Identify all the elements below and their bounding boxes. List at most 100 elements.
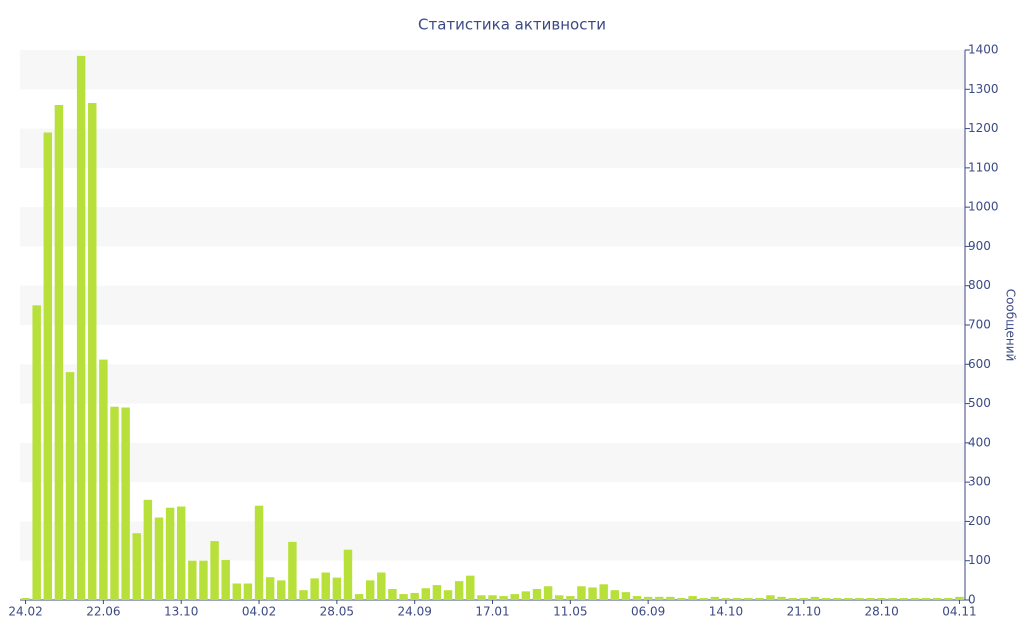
y-tick-label: 0	[968, 593, 976, 607]
bar	[310, 578, 319, 600]
bar	[410, 592, 419, 600]
x-tick-label: 28.05	[320, 605, 354, 619]
x-tick-label: 21.10	[787, 605, 821, 619]
bar	[110, 406, 119, 600]
bar	[643, 596, 653, 600]
bar	[844, 598, 853, 600]
bar	[688, 596, 697, 600]
bar	[944, 598, 953, 600]
grid-band	[20, 207, 965, 247]
bar	[899, 598, 909, 600]
bar	[699, 598, 708, 600]
x-tick-label: 04.11	[942, 605, 976, 619]
bar	[588, 587, 597, 600]
x-tick-label: 11.05	[553, 605, 587, 619]
x-tick-label: 14.10	[709, 605, 743, 619]
bar	[176, 506, 186, 600]
y-tick-label: 300	[968, 475, 991, 489]
bar	[99, 359, 108, 600]
bar	[188, 560, 197, 600]
bar	[621, 592, 631, 600]
bar	[677, 598, 686, 600]
bar	[277, 580, 286, 600]
y-tick-label: 200	[968, 514, 991, 528]
bar	[521, 591, 531, 600]
bar	[632, 596, 642, 600]
bar	[755, 598, 764, 600]
y-tick-label: 100	[968, 553, 991, 567]
bar	[577, 586, 586, 600]
y-tick-label: 400	[968, 435, 991, 449]
bar	[610, 590, 620, 600]
bar	[743, 598, 753, 600]
x-tick-label: 06.09	[631, 605, 665, 619]
bar	[354, 594, 364, 600]
bar	[777, 596, 786, 600]
bar	[32, 305, 41, 600]
bar	[332, 577, 342, 600]
bar	[655, 596, 664, 600]
bar	[788, 598, 797, 600]
bar	[199, 560, 208, 600]
bar	[832, 598, 842, 600]
bar	[265, 577, 275, 600]
y-tick-label: 800	[968, 278, 991, 292]
y-tick-label: 500	[968, 396, 991, 410]
bar	[566, 596, 575, 600]
bar	[254, 505, 264, 600]
bar	[732, 598, 742, 600]
bar	[43, 132, 53, 600]
bar	[554, 595, 564, 600]
bar	[477, 595, 486, 600]
bar	[121, 407, 130, 600]
bar	[821, 598, 831, 600]
bar	[866, 598, 875, 600]
y-tick-label: 900	[968, 239, 991, 253]
grid-band	[20, 285, 965, 325]
y-tick-label: 1400	[968, 43, 999, 57]
bar	[421, 588, 431, 600]
y-tick-label: 1000	[968, 200, 999, 214]
bar	[443, 590, 453, 600]
bar	[799, 598, 809, 600]
bar	[388, 589, 397, 600]
bar	[910, 598, 920, 600]
bar	[132, 533, 141, 600]
x-tick-label: 13.10	[164, 605, 198, 619]
bar	[510, 594, 519, 600]
bar	[432, 585, 442, 600]
bar	[399, 594, 408, 600]
bar	[543, 586, 553, 600]
x-tick-label: 04.02	[242, 605, 276, 619]
y-tick-label: 1100	[968, 160, 999, 174]
bar	[21, 598, 30, 600]
bar	[299, 590, 308, 600]
bar	[88, 103, 97, 601]
x-tick-label: 22.06	[86, 605, 120, 619]
bar	[466, 575, 475, 600]
x-tick-label: 24.09	[397, 605, 431, 619]
bar	[599, 584, 608, 600]
bar	[321, 572, 330, 600]
bar	[766, 595, 775, 600]
bar	[499, 596, 508, 600]
grid-band	[20, 50, 965, 90]
bar	[365, 580, 375, 600]
bar	[810, 596, 820, 600]
bar	[532, 589, 542, 600]
x-tick-label: 17.01	[475, 605, 509, 619]
grid-band	[20, 128, 965, 168]
bar	[232, 583, 242, 600]
bar	[65, 372, 75, 600]
bar	[888, 598, 897, 600]
grid-band	[20, 442, 965, 483]
bar	[243, 583, 253, 600]
bar	[154, 517, 164, 600]
y-axis-label: Сообщений	[1004, 289, 1018, 362]
bar	[143, 499, 153, 600]
bar	[721, 598, 731, 600]
bar	[666, 596, 675, 600]
bar	[343, 549, 353, 600]
y-tick-label: 1200	[968, 121, 999, 135]
